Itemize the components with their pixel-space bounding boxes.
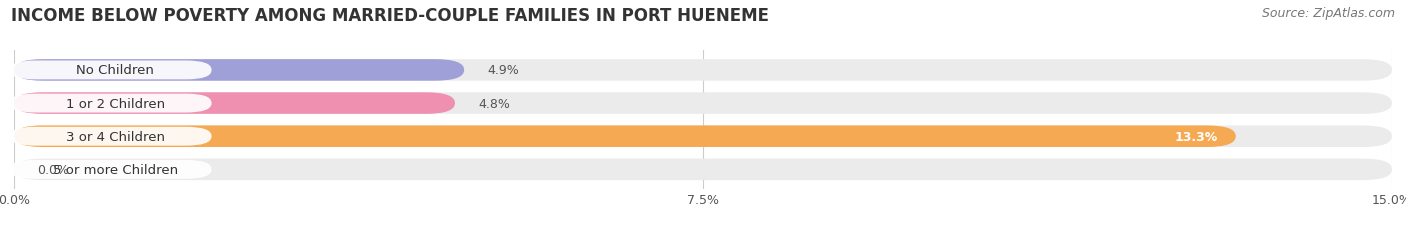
FancyBboxPatch shape: [10, 61, 211, 80]
Text: 4.8%: 4.8%: [478, 97, 510, 110]
FancyBboxPatch shape: [14, 60, 464, 81]
Text: 5 or more Children: 5 or more Children: [52, 163, 177, 176]
Text: 4.9%: 4.9%: [486, 64, 519, 77]
FancyBboxPatch shape: [14, 126, 1236, 147]
Text: 3 or 4 Children: 3 or 4 Children: [66, 130, 165, 143]
Text: Source: ZipAtlas.com: Source: ZipAtlas.com: [1261, 7, 1395, 20]
FancyBboxPatch shape: [10, 127, 211, 146]
FancyBboxPatch shape: [14, 159, 1392, 180]
FancyBboxPatch shape: [10, 160, 211, 179]
Text: INCOME BELOW POVERTY AMONG MARRIED-COUPLE FAMILIES IN PORT HUENEME: INCOME BELOW POVERTY AMONG MARRIED-COUPL…: [11, 7, 769, 25]
Text: 1 or 2 Children: 1 or 2 Children: [66, 97, 165, 110]
FancyBboxPatch shape: [14, 60, 1392, 81]
Text: 0.0%: 0.0%: [37, 163, 69, 176]
FancyBboxPatch shape: [14, 126, 1392, 147]
FancyBboxPatch shape: [14, 93, 456, 114]
FancyBboxPatch shape: [14, 93, 1392, 114]
FancyBboxPatch shape: [10, 94, 211, 113]
Text: No Children: No Children: [76, 64, 155, 77]
Text: 13.3%: 13.3%: [1174, 130, 1218, 143]
